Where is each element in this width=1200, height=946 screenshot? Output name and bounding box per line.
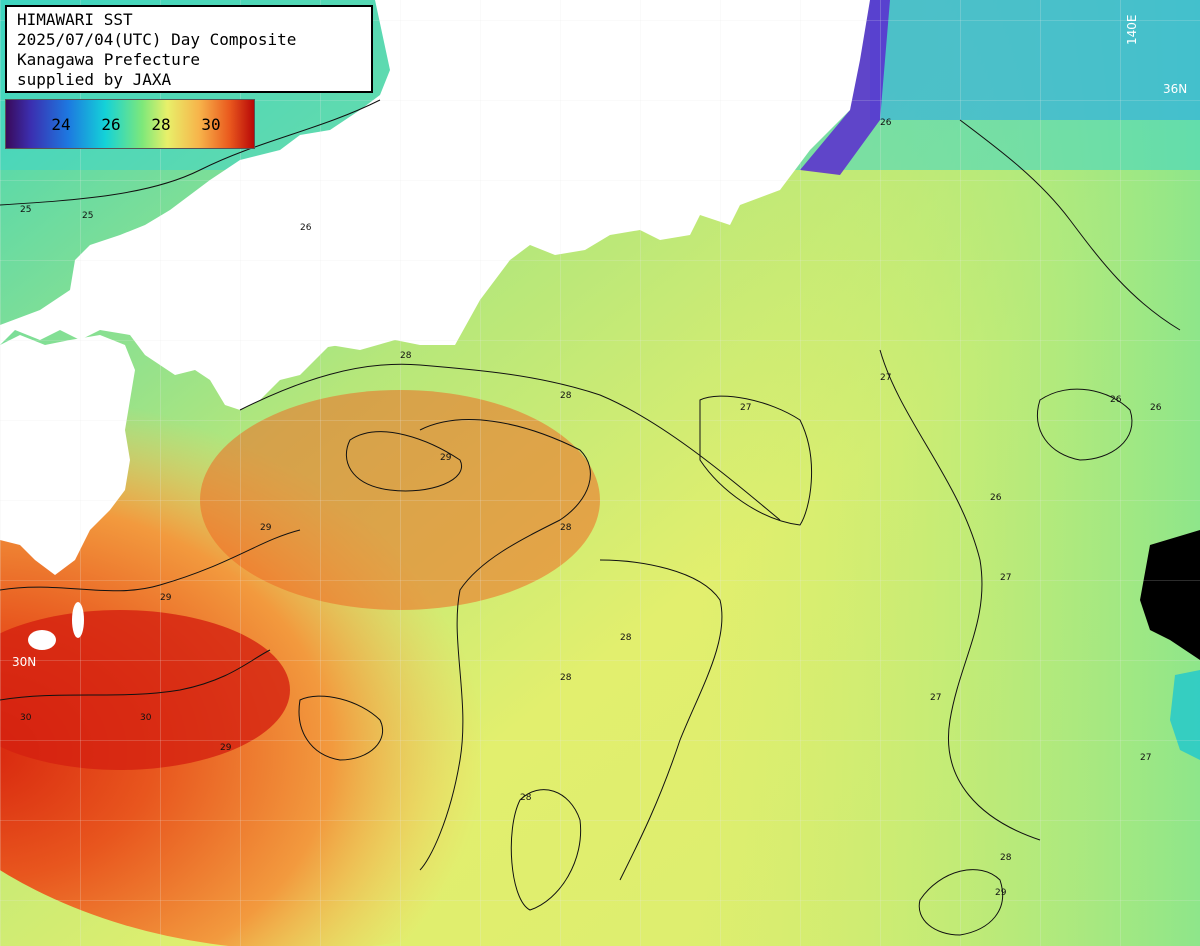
contour-label: 30 — [140, 713, 152, 723]
contour-label: 27 — [930, 693, 941, 703]
legend-tick-28: 28 — [151, 115, 171, 134]
lat-label-30n: 30N — [12, 655, 36, 669]
contour-label: 29 — [440, 453, 452, 463]
contour-label: 26 — [300, 223, 312, 233]
sst-contours — [0, 99, 1181, 936]
title-line-2: 2025/07/04(UTC) Day Composite — [17, 30, 297, 49]
contour-label: 28 — [520, 793, 532, 803]
contour-label: 26 — [880, 118, 892, 128]
contour-label: 28 — [620, 633, 632, 643]
contour-label: 29 — [220, 743, 232, 753]
title-line-4: supplied by JAXA — [17, 70, 172, 89]
title-line-1: HIMAWARI SST — [17, 10, 133, 29]
contour-label: 27 — [1140, 753, 1151, 763]
contour-label: 28 — [560, 523, 572, 533]
legend-tick-26: 26 — [101, 115, 121, 134]
contour-label: 29 — [260, 523, 272, 533]
lon-label-140e: 140E — [1125, 15, 1139, 46]
contour-label: 28 — [1000, 853, 1012, 863]
title-box: HIMAWARI SST 2025/07/04(UTC) Day Composi… — [5, 5, 373, 93]
contour-label: 27 — [740, 403, 751, 413]
legend-tick-30: 30 — [201, 115, 221, 134]
contour-label: 28 — [560, 391, 572, 401]
contour-label: 30 — [20, 713, 32, 723]
contour-label: 29 — [160, 593, 172, 603]
contour-label: 26 — [1110, 395, 1122, 405]
legend-tick-24: 24 — [51, 115, 71, 134]
contour-label: 25 — [82, 211, 93, 221]
contour-label: 28 — [560, 673, 572, 683]
contour-label: 25 — [20, 205, 31, 215]
title-line-3: Kanagawa Prefecture — [17, 50, 201, 69]
contour-label: 27 — [880, 373, 891, 383]
contour-label: 29 — [995, 888, 1007, 898]
contour-label: 26 — [1150, 403, 1162, 413]
contour-label: 26 — [990, 493, 1002, 503]
contour-label: 27 — [1000, 573, 1011, 583]
contour-labels: 2525252626262626272727272728282828282828… — [20, 103, 1162, 898]
contour-label: 28 — [400, 351, 412, 361]
sst-color-legend: 24 26 28 30 — [5, 99, 255, 149]
lat-label-36n: 36N — [1163, 82, 1187, 96]
